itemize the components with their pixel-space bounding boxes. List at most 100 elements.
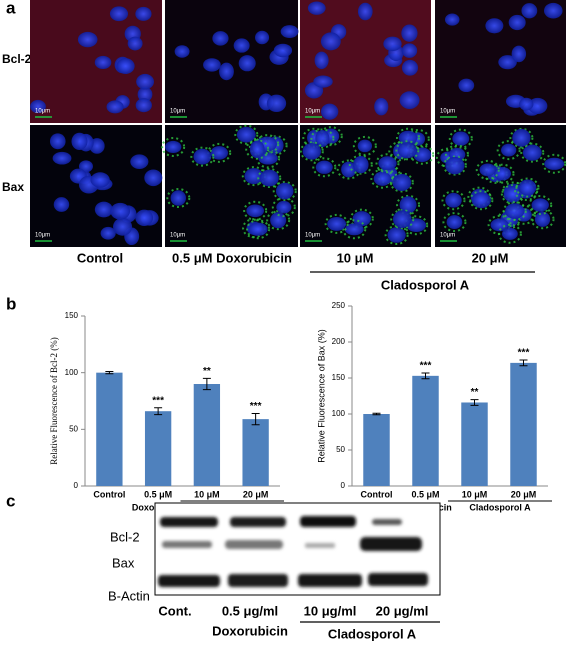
green-stain — [509, 127, 534, 148]
scale-bar-label: 10μm — [35, 109, 50, 115]
nucleus — [238, 55, 256, 72]
nucleus — [116, 58, 135, 74]
nucleus — [53, 197, 70, 212]
nucleus — [353, 156, 369, 174]
nucleus — [219, 62, 234, 81]
nucleus — [401, 24, 418, 42]
micrograph: 10μm — [299, 125, 435, 247]
y-tick-label: 50 — [336, 445, 345, 454]
error-bar — [372, 412, 381, 416]
nucleus — [498, 55, 517, 70]
nucleus — [320, 32, 341, 51]
nucleus — [445, 192, 462, 208]
error-bar — [251, 412, 260, 426]
nucleus — [170, 190, 186, 206]
nucleus — [212, 31, 229, 46]
nucleus — [236, 126, 256, 143]
green-stain — [161, 136, 186, 157]
nucleus — [266, 94, 287, 113]
green-stain — [469, 190, 494, 211]
green-stain — [497, 223, 522, 244]
green-stain — [324, 213, 349, 234]
green-stain — [375, 153, 400, 174]
nucleus — [258, 152, 278, 165]
nucleus — [248, 222, 268, 236]
y-tick-label: 150 — [65, 311, 79, 320]
nucleus — [164, 140, 182, 154]
column-label: 0.5 μM Doxorubicin — [172, 250, 292, 265]
green-stain — [542, 153, 567, 174]
nucleus — [130, 154, 149, 169]
nucleus — [501, 227, 518, 240]
lane-sublabel: Doxorubicin — [212, 623, 288, 638]
nucleus — [135, 209, 154, 226]
nucleus — [401, 43, 418, 58]
lane-label: Cont. — [158, 603, 191, 618]
panel-label: c — [6, 491, 15, 510]
nucleus — [90, 172, 110, 188]
green-stain — [246, 219, 271, 240]
bar — [96, 372, 123, 486]
nucleus — [503, 185, 523, 203]
y-tick-label: 100 — [65, 368, 79, 377]
nucleus — [485, 18, 504, 34]
micrograph: 10μm — [300, 0, 431, 123]
nucleus — [110, 202, 131, 220]
x-tick-label: 20 μM — [243, 489, 269, 499]
nucleus — [302, 143, 322, 160]
scale-bar-label: 10μm — [305, 233, 320, 239]
nucleus — [383, 36, 402, 52]
nucleus — [398, 130, 418, 145]
green-stain — [348, 154, 373, 175]
nucleus — [458, 78, 475, 93]
nucleus — [313, 75, 333, 88]
nucleus — [508, 14, 526, 31]
bar — [193, 384, 221, 486]
x-tick-label: 10 μM — [462, 489, 488, 499]
nucleus — [352, 211, 371, 227]
nucleus — [534, 211, 551, 227]
nucleus — [387, 227, 406, 243]
nucleus — [519, 97, 534, 111]
y-axis-label: Relative Fluorescence of Bcl-2 (%) — [49, 337, 59, 464]
nucleus — [210, 146, 228, 160]
y-tick-label: 50 — [69, 424, 78, 433]
nucleus — [106, 100, 124, 114]
micrograph: 10μm — [165, 0, 299, 123]
nucleus — [446, 215, 463, 229]
nucleus — [307, 1, 326, 15]
green-stain — [234, 124, 259, 145]
nucleus — [357, 2, 373, 21]
error-bar — [421, 372, 430, 380]
nucleus — [471, 192, 491, 209]
nucleus — [276, 200, 292, 214]
nucleus — [259, 169, 279, 187]
green-stain — [442, 155, 467, 176]
significance: *** — [250, 401, 262, 412]
nucleus — [444, 13, 460, 26]
panel-label: a — [6, 0, 16, 17]
green-stain — [166, 188, 191, 209]
nucleus — [233, 38, 250, 53]
significance: *** — [420, 361, 432, 372]
bar — [144, 411, 172, 486]
row-label: Bax — [2, 180, 24, 194]
green-stain — [502, 201, 527, 222]
significance: *** — [152, 395, 164, 406]
nucleus — [136, 73, 155, 90]
green-stain — [442, 212, 467, 233]
nucleus — [315, 130, 330, 148]
scale-bar-label: 10μm — [305, 109, 320, 115]
nucleus — [505, 203, 525, 219]
green-stain — [243, 200, 268, 221]
nucleus — [401, 59, 419, 76]
x-tick-label: 0.5 μM — [411, 489, 439, 499]
green-stain — [310, 128, 335, 149]
bar — [510, 362, 537, 486]
green-stain — [299, 141, 324, 162]
nucleus — [77, 31, 98, 48]
nucleus — [127, 36, 143, 51]
micrograph: 10μm — [30, 125, 163, 247]
nucleus — [521, 3, 538, 19]
